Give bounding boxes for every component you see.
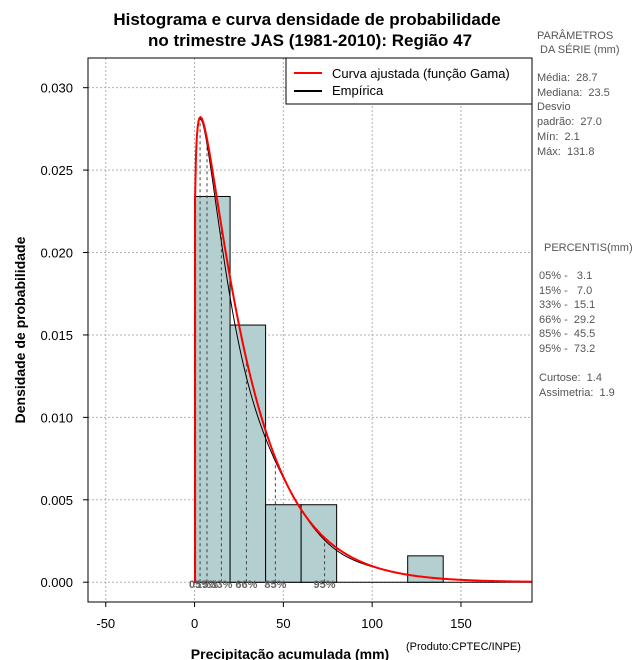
percentil-85: 85% - 45.5 [539, 328, 596, 340]
percentil-33: 33% - 15.1 [539, 299, 596, 311]
y-tick-label: 0.005 [40, 493, 73, 508]
percentile-label-85%: 85% [264, 579, 286, 591]
y-tick-label: 0.015 [40, 328, 73, 343]
y-tick-label: 0.000 [40, 575, 73, 590]
percentile-label-33%: 33% [210, 579, 232, 591]
stat-assimetria: Assimetria: 1.9 [539, 387, 615, 399]
histogram-bar [265, 504, 302, 583]
x-tick-label: -50 [96, 616, 115, 631]
chart-title-line-1: Histograma e curva densidade de probabil… [113, 10, 500, 29]
x-axis-label: Precipitação acumulada (mm) [191, 646, 389, 660]
legend-label-fit: Curva ajustada (função Gama) [332, 66, 510, 81]
x-tick-label: 100 [361, 616, 383, 631]
credit-label: (Produto:CPTEC/INPE) [406, 641, 521, 653]
percentil-15: 15% - 7.0 [539, 285, 593, 297]
params-title-2: DA SÉRIE (mm) [537, 44, 620, 56]
chart-title-line-2: no trimestre JAS (1981-2010): Região 47 [148, 31, 472, 50]
param-min: Mín: 2.1 [537, 131, 580, 143]
percentil-05: 05% - 3.1 [539, 270, 593, 282]
gamma-fit-line [194, 115, 532, 583]
param-mediana: Mediana: 23.5 [537, 87, 610, 99]
histogram-bars [194, 195, 532, 583]
x-tick-label: 150 [450, 616, 472, 631]
percentil-95: 95% - 73.2 [539, 343, 596, 355]
legend-label-empirical: Empírica [332, 83, 384, 98]
y-tick-label: 0.025 [40, 163, 73, 178]
y-tick-label: 0.020 [40, 246, 73, 261]
legend-box [285, 57, 533, 105]
percentis-title: PERCENTIS(mm) [544, 242, 633, 254]
legend: Curva ajustada (função Gama) Empírica [285, 57, 533, 105]
param-padrao: padrão: 27.0 [537, 116, 602, 128]
stat-curtose: Curtose: 1.4 [539, 372, 602, 384]
percentile-label-95%: 95% [314, 579, 336, 591]
y-tick-label: 0.030 [40, 81, 73, 96]
params-title-1: PARÂMETROS [537, 30, 614, 42]
y-axis-label: Densidade de probabilidade [12, 236, 28, 423]
param-media: Média: 28.7 [537, 72, 598, 84]
percentile-label-66%: 66% [235, 579, 257, 591]
x-tick-label: 0 [191, 616, 198, 631]
param-max: Máx: 131.8 [537, 146, 595, 158]
param-desvio: Desvio [537, 101, 571, 113]
gamma-fit-curve [194, 115, 532, 583]
percentil-66: 66% - 29.2 [539, 314, 596, 326]
y-tick-label: 0.010 [40, 410, 73, 425]
x-tick-label: 50 [276, 616, 290, 631]
axes: -50 0 50 100 150 0.000 0.005 0.010 0.015 0.020 0.0… [40, 81, 471, 631]
percentile-label-15%: 15% [196, 579, 218, 591]
side-panel: PARÂMETROS DA SÉRIE (mm) Média: 28.7 Med… [537, 0, 640, 660]
